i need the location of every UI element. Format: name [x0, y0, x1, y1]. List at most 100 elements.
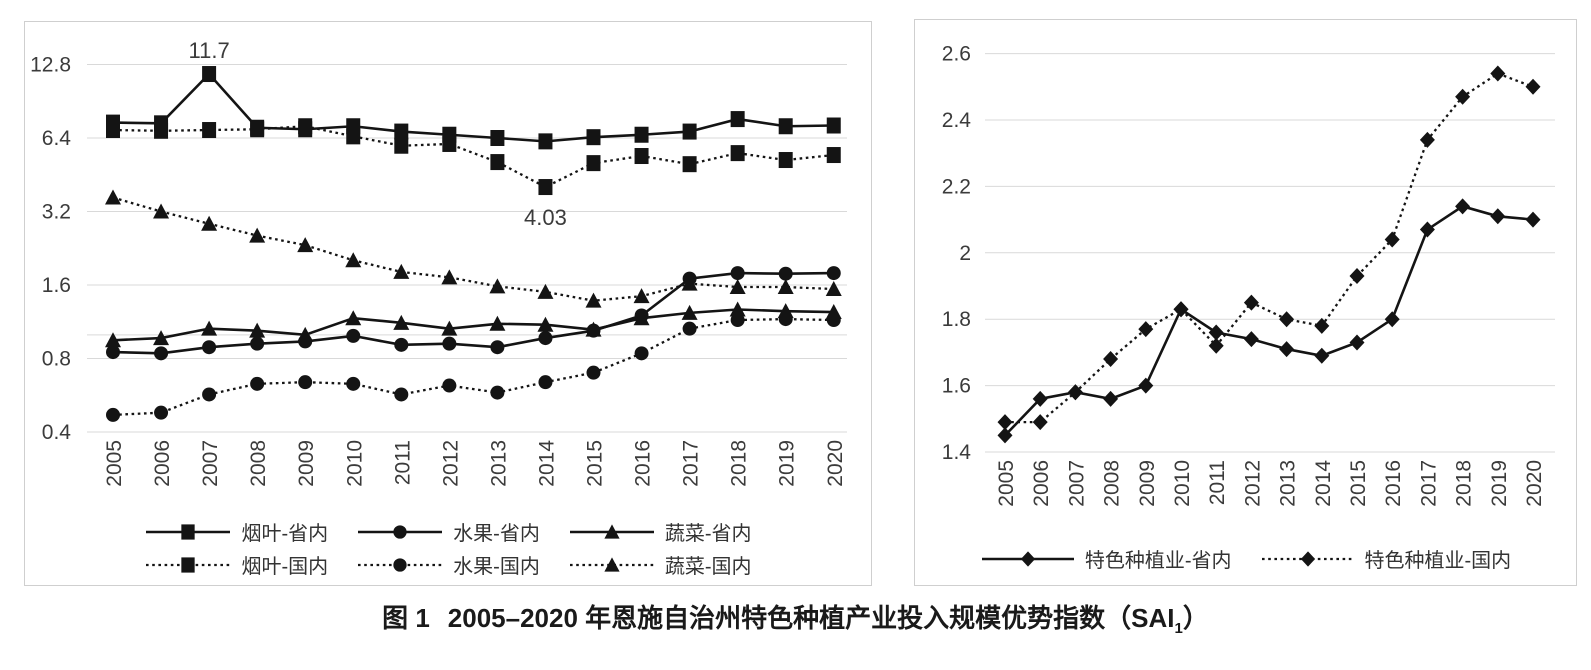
x-axis-tick-label: 2018	[1453, 460, 1476, 507]
legend-label: 蔬菜-省内	[664, 523, 752, 545]
series-specialty-planting-provincial	[997, 198, 1541, 444]
data-point-marker	[777, 279, 794, 295]
series-line	[112, 317, 834, 417]
data-point-marker	[586, 365, 601, 380]
data-point-marker	[250, 119, 265, 136]
data-point-marker	[1525, 211, 1541, 228]
legend-item-tobacco-provincial: 烟叶-省内	[144, 517, 328, 546]
annotation-11.7: 11.7	[189, 38, 230, 63]
x-axis-tick-label: 2017	[1417, 460, 1440, 507]
data-point-marker	[604, 556, 620, 572]
legend-label: 烟叶-国内	[241, 556, 329, 578]
series-line	[112, 308, 834, 342]
series-vegetable-provincial	[105, 301, 842, 348]
data-point-marker	[682, 321, 697, 336]
legend-item-specialty-planting-provincial: 特色种植业-省内	[980, 544, 1232, 573]
data-point-marker	[585, 321, 602, 337]
data-point-marker	[729, 279, 746, 295]
data-point-marker	[1300, 550, 1315, 567]
x-axis-tick-label: 2015	[584, 440, 607, 487]
y-axis-tick-label: 3.2	[42, 201, 71, 224]
y-axis-tick-label: 2.6	[942, 43, 971, 66]
data-point-marker	[586, 129, 601, 146]
data-point-marker	[1349, 334, 1365, 351]
data-point-marker	[778, 152, 793, 169]
legend-sample-specialty-planting-provincial	[981, 550, 1074, 567]
data-point-marker	[826, 117, 841, 134]
data-point-marker	[633, 288, 650, 304]
data-point-marker	[105, 332, 121, 348]
data-point-marker	[634, 126, 649, 143]
y-axis-tick-label: 2	[959, 242, 971, 265]
data-point-marker	[586, 155, 601, 172]
left-legend-row-provincial: 烟叶-省内 水果-省内 蔬菜-省内	[144, 517, 752, 546]
data-point-marker	[297, 326, 314, 342]
data-point-marker	[1103, 351, 1119, 368]
legend-label: 水果-省内	[453, 523, 540, 545]
series-tobacco-national	[106, 118, 841, 196]
caption-text: 2005–2020 年恩施自治州特色种植产业投入规模优势指数（SAI	[447, 603, 1175, 633]
legend-sample-fruit-national	[358, 557, 443, 572]
data-point-marker	[681, 304, 698, 320]
data-point-marker	[346, 118, 361, 135]
data-point-marker	[1455, 88, 1471, 105]
data-point-marker	[489, 315, 506, 331]
data-point-marker	[106, 114, 120, 131]
x-axis-tick-label: 2019	[776, 440, 799, 487]
data-point-marker	[393, 557, 407, 572]
data-point-marker	[826, 266, 841, 281]
data-point-marker	[1314, 317, 1330, 334]
data-point-marker	[442, 126, 457, 143]
data-point-marker	[825, 304, 842, 320]
legend-item-specialty-planting-national: 特色种植业-国内	[1260, 544, 1511, 573]
data-point-marker	[489, 278, 506, 294]
data-point-marker	[826, 147, 841, 164]
data-point-marker	[490, 340, 505, 355]
legend-sample-tobacco-provincial	[146, 523, 231, 540]
data-point-marker	[1279, 311, 1295, 328]
x-axis-tick-label: 2014	[1312, 460, 1335, 507]
x-axis-tick-label: 2008	[1101, 460, 1124, 507]
x-axis-tick-label: 2012	[439, 440, 462, 487]
series-line	[112, 271, 834, 355]
x-axis-tick-label: 2013	[487, 440, 510, 487]
left-chart-panel: 12.8 6.4 3.2 1.6 0.8 0.4 2005 2006 2007 2008 2009 2…	[24, 21, 872, 586]
data-point-marker	[249, 322, 266, 338]
data-point-marker	[730, 313, 745, 328]
x-axis-tick-label: 2010	[1171, 460, 1194, 507]
x-axis-tick-label: 2020	[1523, 460, 1546, 507]
x-axis-tick-label: 2005	[103, 440, 126, 487]
x-axis-tick-label: 2009	[1136, 460, 1159, 507]
data-point-marker	[202, 387, 217, 402]
data-point-marker	[1384, 311, 1400, 328]
series-line	[112, 72, 834, 143]
x-axis-tick-label: 2016	[1382, 460, 1405, 507]
data-point-marker	[442, 336, 457, 351]
y-axis-tick-label: 1.6	[942, 375, 971, 398]
data-point-marker	[154, 115, 169, 132]
gridlines: 12.8 6.4 3.2 1.6 0.8 0.4	[30, 54, 847, 444]
data-point-marker	[490, 130, 505, 146]
data-point-marker	[345, 252, 362, 268]
data-point-marker	[394, 137, 409, 154]
y-axis-tick-label: 0.4	[42, 421, 72, 444]
gridlines: 2.6 2.4 2.2 2 1.8 1.6 1.4	[942, 43, 1555, 464]
left-legend-row-national: 烟叶-国内 水果-国内 蔬菜-国内	[144, 550, 752, 579]
x-axis-tick-label: 2020	[824, 440, 847, 487]
data-point-marker	[730, 145, 745, 162]
data-point-marker	[298, 375, 313, 390]
data-point-marker	[1138, 377, 1154, 394]
data-point-marker	[394, 387, 409, 402]
series-tobacco-provincial	[106, 66, 841, 150]
right-chart-legend: 特色种植业-省内 特色种植业-国内	[915, 544, 1576, 573]
data-point-marker	[633, 310, 650, 326]
data-point-marker	[298, 121, 313, 138]
legend-item-vegetable-provincial: 蔬菜-省内	[568, 517, 752, 546]
x-axis-tick-label: 2007	[1065, 460, 1088, 507]
data-point-marker	[1243, 331, 1259, 348]
legend-item-fruit-provincial: 水果-省内	[356, 517, 540, 546]
y-axis-tick-label: 2.2	[942, 175, 971, 198]
x-axis-tick-label: 2017	[680, 440, 703, 487]
